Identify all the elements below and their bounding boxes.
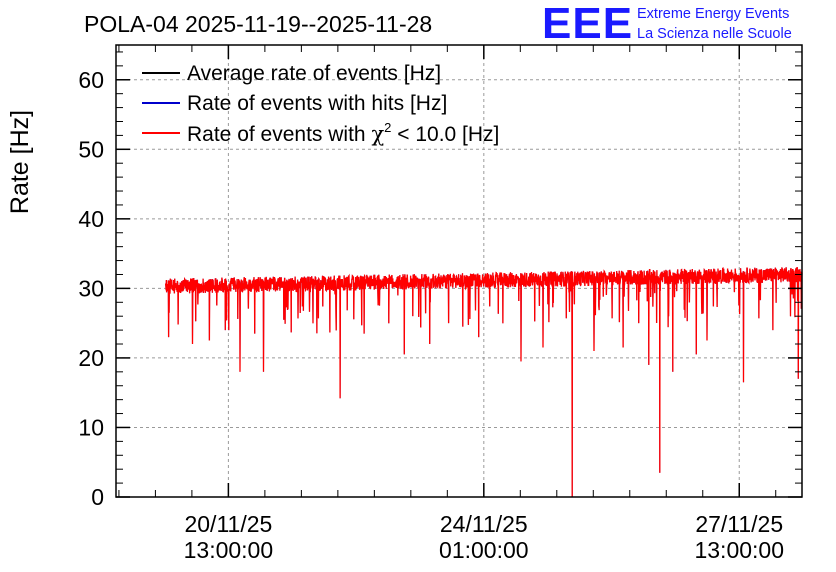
axes: 010203040506020/11/2513:00:0024/11/2501:… — [78, 44, 803, 563]
y-tick-label: 20 — [78, 345, 104, 371]
data-series — [164, 266, 803, 498]
chart-title: POLA-04 2025-11-19--2025-11-28 — [84, 11, 432, 37]
y-axis-label: Rate [Hz] — [6, 110, 34, 214]
y-tick-label: 60 — [78, 67, 104, 93]
y-tick-label: 0 — [91, 484, 104, 510]
legend-label-chi2: Rate of events with χ2 < 10.0 [Hz] — [187, 120, 499, 146]
legend-chi2-prefix: Rate of events with — [187, 123, 371, 146]
y-tick-label: 40 — [78, 206, 104, 232]
x-tick-date-label: 24/11/25 — [440, 511, 528, 537]
legend: Average rate of events [Hz] Rate of even… — [142, 62, 499, 146]
legend-label-hits: Rate of events with hits [Hz] — [187, 92, 447, 115]
eee-logo-mark: EEE — [542, 0, 633, 48]
x-tick-date-label: 27/11/25 — [695, 511, 783, 537]
logo-line-1: Extreme Energy Events — [637, 6, 789, 22]
legend-chi2-superscript: 2 — [384, 120, 391, 135]
x-tick-time-label: 13:00:00 — [184, 537, 274, 563]
legend-chi2-suffix: < 10.0 [Hz] — [391, 123, 499, 146]
legend-chi-symbol: χ — [371, 122, 384, 146]
x-tick-time-label: 13:00:00 — [694, 537, 784, 563]
x-tick-date-label: 20/11/25 — [184, 511, 272, 537]
x-tick-time-label: 01:00:00 — [439, 537, 529, 563]
y-tick-label: 50 — [78, 136, 104, 162]
legend-label-average: Average rate of events [Hz] — [187, 62, 441, 85]
logo-line-2: La Scienza nelle Scuole — [637, 26, 792, 42]
y-tick-label: 30 — [78, 275, 104, 301]
y-tick-label: 10 — [78, 414, 104, 440]
plot-frame — [115, 44, 803, 498]
series-rate-chi2 — [164, 266, 803, 498]
eee-logo: EEE Extreme Energy Events La Scienza nel… — [542, 0, 792, 48]
